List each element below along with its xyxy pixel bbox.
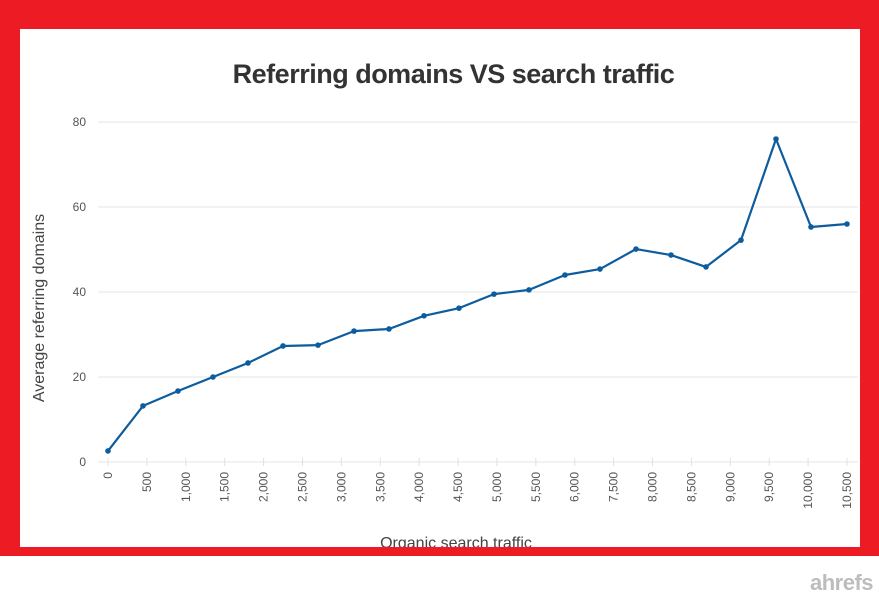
x-tick-label: 3,500 [373, 472, 387, 502]
data-point[interactable] [140, 403, 146, 409]
x-tick-label: 2,500 [295, 472, 309, 502]
data-point[interactable] [491, 291, 497, 297]
data-point[interactable] [773, 136, 779, 142]
y-tick-label: 20 [73, 370, 87, 384]
data-point[interactable] [597, 266, 603, 272]
y-tick-label: 80 [73, 115, 87, 129]
x-tick-label: 3,000 [334, 472, 348, 502]
gridlines [98, 121, 858, 463]
data-point[interactable] [738, 237, 744, 243]
data-point[interactable] [210, 374, 216, 380]
x-tick-label: 7,500 [607, 472, 621, 502]
x-tick-label: 1,500 [218, 472, 232, 502]
red-frame-left [0, 29, 20, 547]
data-point[interactable] [386, 326, 392, 332]
data-point[interactable] [526, 287, 532, 293]
ahrefs-watermark: ahrefs [810, 570, 874, 595]
data-point[interactable] [245, 360, 251, 366]
y-tick-label: 40 [73, 285, 87, 299]
x-tick-label: 4,500 [451, 472, 465, 502]
data-point[interactable] [421, 313, 427, 319]
chart-panel: Referring domains VS search traffic [20, 29, 860, 547]
x-tick-label: 6,000 [568, 472, 582, 502]
y-axis-ticks: 0 20 40 60 80 [73, 115, 87, 469]
x-tick-label: 9,000 [723, 472, 737, 502]
x-tick-label: 8,500 [684, 472, 698, 502]
x-tick-label: 5,000 [490, 472, 504, 502]
data-points [105, 136, 850, 454]
data-point[interactable] [808, 224, 814, 230]
data-point[interactable] [315, 342, 321, 348]
x-tick-label: 2,000 [257, 472, 271, 502]
data-point[interactable] [351, 328, 357, 334]
red-frame-right [860, 29, 879, 547]
data-point[interactable] [703, 264, 709, 270]
series-line [107, 137, 848, 452]
x-tick-label: 5,500 [529, 472, 543, 502]
data-point[interactable] [633, 246, 639, 252]
x-tick-label: 10,500 [840, 472, 854, 509]
y-tick-label: 0 [79, 455, 86, 469]
x-tick-label: 1,000 [179, 472, 193, 502]
x-axis-ticks: 0 500 1,000 1,500 2,000 2,500 3,000 3,500 4,000 4… [101, 458, 854, 509]
data-point[interactable] [562, 272, 568, 278]
data-point[interactable] [668, 252, 674, 258]
red-frame-bottom [0, 547, 879, 556]
data-point[interactable] [175, 388, 181, 394]
x-tick-label: 4,000 [412, 472, 426, 502]
chart-title: Referring domains VS search traffic [232, 59, 675, 89]
data-point[interactable] [280, 343, 286, 349]
data-point[interactable] [844, 221, 850, 227]
x-tick-label: 9,500 [762, 472, 776, 502]
x-tick-label: 8,000 [646, 472, 660, 502]
y-tick-label: 60 [73, 200, 87, 214]
x-tick-label: 500 [140, 472, 154, 492]
y-axis-label: Average referring domains [31, 214, 48, 402]
data-point[interactable] [456, 305, 462, 311]
data-point[interactable] [105, 448, 111, 454]
x-tick-label: 10,000 [801, 472, 815, 509]
x-tick-label: 0 [101, 472, 115, 479]
